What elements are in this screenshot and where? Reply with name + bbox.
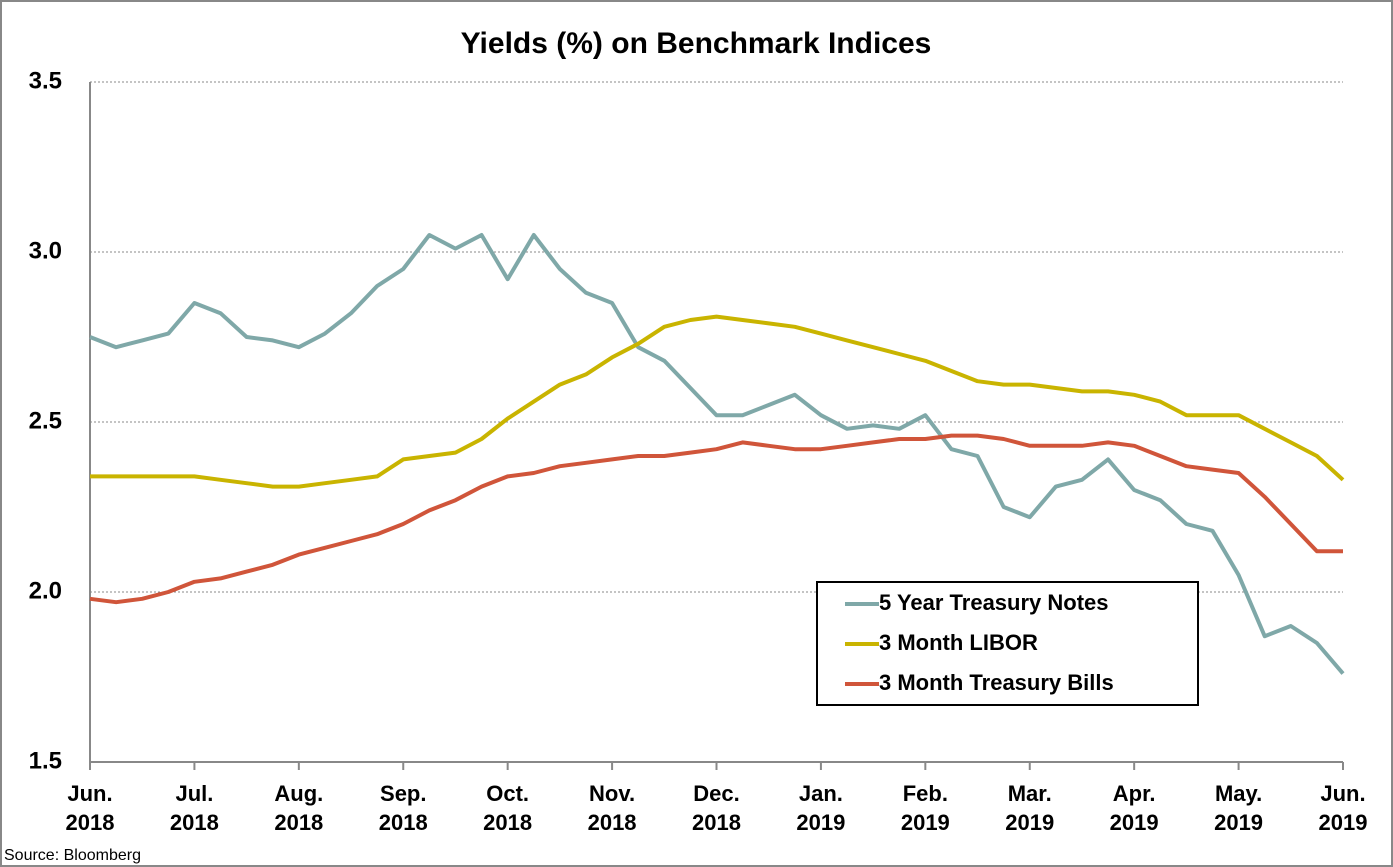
x-tick-label: Mar. 2019 <box>1005 781 1055 835</box>
x-tick-label: May. 2019 <box>1214 781 1264 835</box>
x-tick-label: Sep. 2018 <box>378 781 428 835</box>
legend-label: 3 Month LIBOR <box>879 630 1038 655</box>
y-tick-label: 3.5 <box>29 67 62 94</box>
x-tick-label: Jun. 2018 <box>65 781 115 835</box>
x-tick-label: Feb. 2019 <box>900 781 950 835</box>
legend-label: 5 Year Treasury Notes <box>879 590 1109 615</box>
x-tick-label: Dec. 2018 <box>692 781 741 835</box>
legend-box <box>816 581 1199 706</box>
y-tick-label: 2.0 <box>29 577 62 604</box>
x-tick-label: Oct. 2018 <box>483 781 533 835</box>
y-tick-label: 2.5 <box>29 407 62 434</box>
source-note: Source: Bloomberg <box>4 847 141 864</box>
y-tick-label: 3.0 <box>29 237 62 264</box>
series-line <box>89 233 1345 675</box>
x-tick-label: Jun. 2019 <box>1318 781 1368 835</box>
y-tick-label: 1.5 <box>29 747 62 774</box>
x-tick-label: Apr. 2019 <box>1109 781 1159 835</box>
series-line <box>90 314 1345 489</box>
chart-title: Yields (%) on Benchmark Indices <box>461 27 932 60</box>
x-tick-label: Nov. 2018 <box>587 781 637 835</box>
x-tick-label: Jul. 2018 <box>169 781 219 835</box>
series-line <box>89 433 1343 605</box>
legend-label: 3 Month Treasury Bills <box>879 670 1114 695</box>
x-tick-label: Jan. 2019 <box>796 781 846 835</box>
x-tick-label: Aug. 2018 <box>274 781 324 835</box>
